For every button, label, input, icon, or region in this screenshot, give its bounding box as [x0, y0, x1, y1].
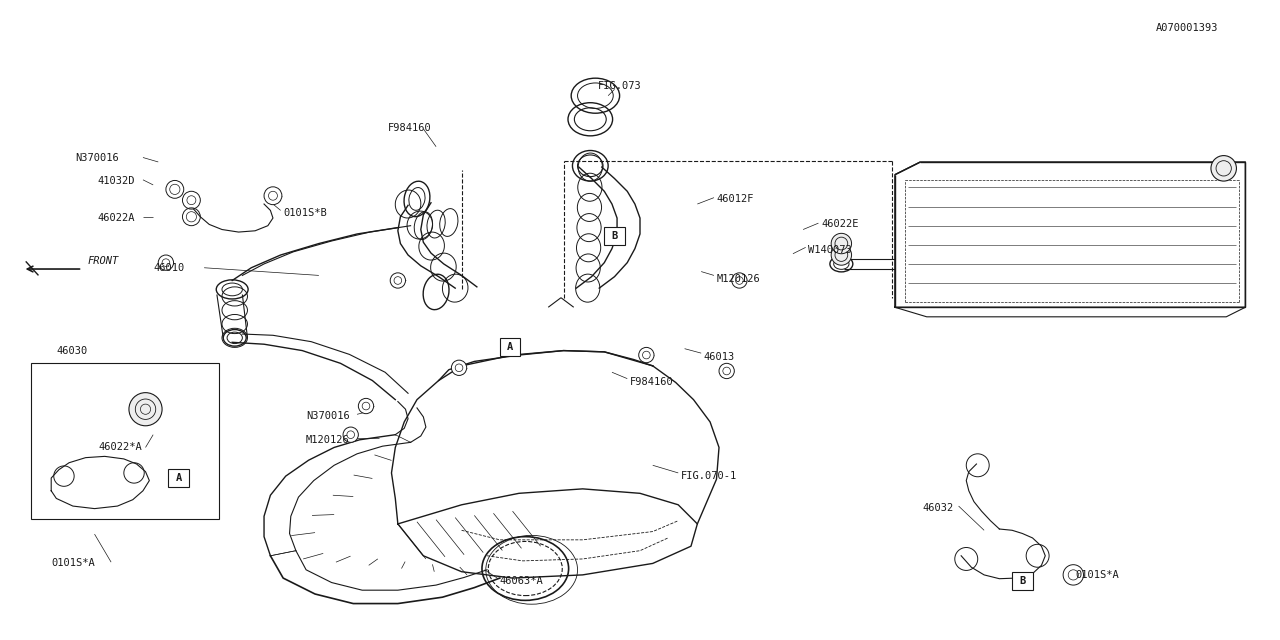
Text: N370016: N370016	[76, 152, 119, 163]
Text: A: A	[175, 473, 182, 483]
Text: FRONT: FRONT	[87, 257, 119, 266]
Circle shape	[1064, 564, 1083, 585]
Circle shape	[166, 180, 184, 198]
Circle shape	[129, 393, 163, 426]
Text: 46022E: 46022E	[820, 220, 859, 229]
Circle shape	[452, 360, 467, 376]
Circle shape	[719, 364, 735, 379]
Text: F984160: F984160	[630, 378, 673, 387]
Text: M120126: M120126	[306, 435, 349, 445]
Circle shape	[183, 191, 200, 209]
Text: B: B	[612, 231, 618, 241]
Text: W140073: W140073	[808, 245, 852, 255]
Text: 0101S*A: 0101S*A	[51, 559, 95, 568]
Text: N370016: N370016	[306, 411, 349, 420]
Circle shape	[264, 187, 282, 205]
Circle shape	[159, 255, 174, 270]
Text: B: B	[1019, 576, 1025, 586]
Circle shape	[831, 234, 851, 253]
Bar	[1012, 572, 1033, 591]
Text: 41032D: 41032D	[97, 176, 134, 186]
Text: F984160: F984160	[388, 122, 431, 132]
Circle shape	[732, 273, 748, 288]
Text: 46010: 46010	[154, 263, 184, 273]
Circle shape	[390, 273, 406, 288]
Text: 46013: 46013	[704, 352, 735, 362]
Text: 46030: 46030	[56, 346, 87, 356]
Circle shape	[358, 398, 374, 413]
Bar	[31, 364, 219, 520]
Bar	[604, 227, 625, 245]
Text: 46063*A: 46063*A	[499, 576, 544, 586]
Text: 46032: 46032	[923, 503, 954, 513]
Text: 46022A: 46022A	[97, 213, 134, 223]
Text: M120126: M120126	[717, 273, 760, 284]
Circle shape	[831, 245, 851, 265]
Bar	[169, 469, 189, 487]
Text: 46012F: 46012F	[717, 194, 754, 204]
Circle shape	[1211, 156, 1236, 181]
Circle shape	[343, 427, 358, 442]
Text: 0101S*A: 0101S*A	[1076, 570, 1120, 580]
Text: A070001393: A070001393	[1156, 23, 1219, 33]
Text: 46022*A: 46022*A	[99, 442, 142, 452]
Text: A: A	[507, 342, 513, 352]
Circle shape	[639, 348, 654, 363]
Bar	[499, 337, 520, 356]
Text: FIG.070-1: FIG.070-1	[681, 471, 737, 481]
Text: FIG.073: FIG.073	[598, 81, 641, 90]
Text: 0101S*B: 0101S*B	[283, 208, 326, 218]
